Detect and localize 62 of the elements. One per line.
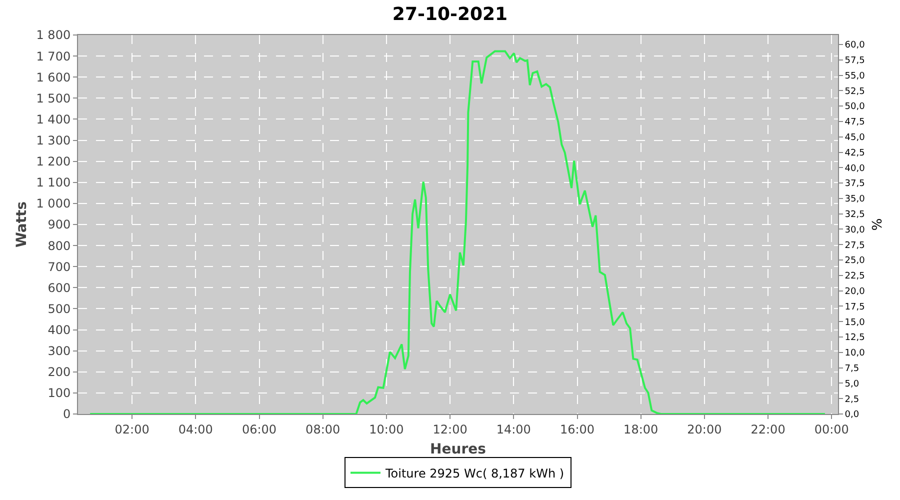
y2-tick-label: 10,0	[844, 348, 866, 359]
y-axis-title: Watts	[14, 201, 30, 248]
x-tick-label: 04:00	[178, 422, 213, 436]
y-tick-label: 1 800	[36, 28, 71, 42]
y2-tick-label: 35,0	[844, 194, 866, 205]
y2-tick-label: 7,5	[844, 364, 860, 374]
y2-tick-label: 60,0	[844, 40, 866, 51]
y2-tick-label: 5,0	[844, 379, 860, 390]
y-tick-label: 300	[48, 344, 71, 358]
y2-tick-label: 42,5	[844, 148, 865, 158]
x-tick-label: 18:00	[624, 422, 658, 436]
y2-tick-label: 0,0	[844, 410, 860, 420]
y-tick-label: 200	[48, 365, 71, 380]
y-tick-label: 1 200	[36, 154, 71, 169]
line-series	[89, 50, 826, 414]
y-tick-label: 0	[62, 407, 71, 422]
y2-tick-label: 50,0	[844, 102, 866, 112]
y2-tick-label: 40,0	[844, 164, 866, 174]
y2-tick-label: 2,5	[844, 394, 860, 405]
y-tick-label: 1 400	[36, 112, 71, 126]
y-tick-label: 1 300	[36, 133, 71, 148]
y-tick-label: 700	[48, 260, 71, 274]
y2-tick-label: 15,0	[844, 318, 866, 328]
x-tick-label: 00:00	[814, 422, 849, 436]
y-tick-label: 900	[48, 218, 71, 232]
y2-tick-label: 12,5	[844, 333, 865, 344]
x-tick-label: 08:00	[306, 422, 340, 436]
y-tick-label: 500	[48, 302, 71, 316]
y-tick-label: 1 600	[36, 70, 71, 84]
x-tick-label: 10:00	[369, 422, 404, 436]
y2-tick-label: 22,5	[844, 272, 865, 282]
x-tick-label: 16:00	[560, 422, 595, 436]
x-tick-label: 14:00	[496, 422, 531, 436]
x-axis-title: Heures	[430, 442, 486, 458]
y2-tick-label: 25,0	[844, 256, 866, 266]
y2-tick-label: 57,5	[844, 56, 865, 66]
y2-tick-label: 45,0	[844, 133, 866, 144]
x-tick-label: 02:00	[114, 422, 150, 436]
y-tick-label: 600	[48, 280, 71, 295]
legend-label: Toiture 2925 Wc( 8,187 kWh )	[384, 466, 564, 480]
y2-tick-label: 30,0	[844, 225, 866, 236]
y-tick-label: 800	[48, 238, 71, 253]
y2-tick-label: 27,5	[844, 240, 865, 251]
chart-title: 27-10-2021	[392, 4, 508, 26]
y-tick-label: 1 100	[36, 176, 71, 190]
y2-axis-title: %	[870, 218, 886, 231]
y-tick-label: 100	[48, 386, 71, 400]
y2-tick-label: 32,5	[844, 210, 865, 220]
y-tick-label: 1 700	[36, 49, 71, 64]
y2-tick-label: 52,5	[844, 86, 865, 97]
x-tick-label: 22:00	[750, 422, 786, 436]
x-tick-label: 12:00	[432, 422, 468, 436]
y-tick-label: 400	[48, 322, 71, 337]
x-tick-label: 06:00	[242, 422, 277, 436]
y2-tick-label: 20,0	[844, 286, 866, 297]
y2-tick-label: 37,5	[844, 179, 865, 190]
y-tick-label: 1 500	[36, 91, 71, 106]
x-tick-label: 20:00	[687, 422, 722, 436]
y2-tick-label: 47,5	[844, 118, 865, 128]
y2-tick-label: 17,5	[844, 302, 865, 312]
y-tick-label: 1 000	[36, 196, 71, 211]
y2-tick-label: 55,0	[844, 71, 866, 82]
